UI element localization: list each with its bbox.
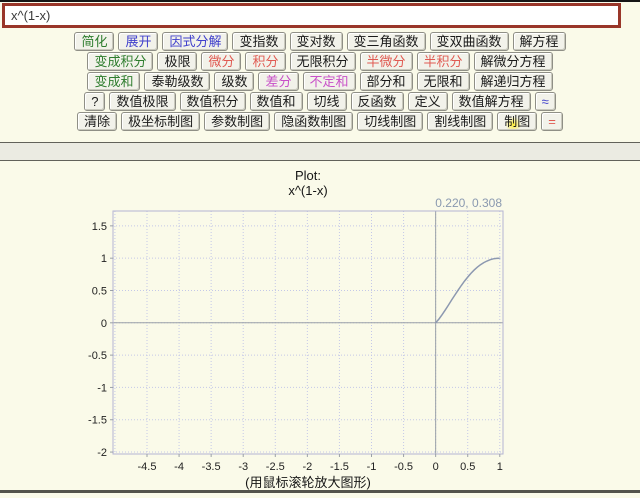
separator-bar	[0, 142, 640, 161]
tangent-plot-button[interactable]: 切线制图	[357, 112, 424, 132]
y-tick-label: 1.5	[92, 221, 107, 233]
inverse-function-button[interactable]: 反函数	[350, 92, 404, 112]
bottom-border	[0, 490, 640, 493]
x-tick-label: -3	[238, 461, 248, 473]
convert-to-integral-button[interactable]: 变成积分	[87, 52, 154, 72]
plot-subtitle: x^(1-x)	[288, 183, 328, 198]
toolbar-row: 变成和 泰勒级数 级数 差分 不定和 部分和 无限和 解递归方程	[0, 72, 640, 92]
toolbar-row: 变成积分 极限 微分 积分 无限积分 半微分 半积分 解微分方程	[0, 52, 640, 72]
x-tick-label: -2	[302, 461, 312, 473]
solve-differential-equation-button[interactable]: 解微分方程	[473, 52, 553, 72]
simplify-button[interactable]: 简化	[74, 32, 115, 52]
semi-integrate-button[interactable]: 半积分	[416, 52, 470, 72]
plot-button[interactable]: 制图	[497, 112, 538, 132]
parametric-plot-button[interactable]: 参数制图	[204, 112, 271, 132]
taylor-series-button[interactable]: 泰勒级数	[144, 72, 211, 92]
change-hyperbolic-button[interactable]: 变双曲函数	[429, 32, 509, 52]
definition-button[interactable]: 定义	[407, 92, 448, 112]
x-tick-label: -1	[367, 461, 377, 473]
y-tick-label: 1	[101, 253, 107, 265]
numeric-integral-button[interactable]: 数值积分	[179, 92, 246, 112]
plot-title: Plot:	[294, 168, 321, 183]
zoom-hint: (用鼠标滚轮放大图形)	[245, 475, 371, 490]
plot-frame	[112, 210, 504, 455]
function-curve	[435, 257, 500, 324]
x-tick-label: -1.5	[330, 461, 349, 473]
approximate-button[interactable]: ≈	[534, 92, 556, 112]
x-tick-label: 0.5	[460, 461, 475, 473]
cursor-coordinates: 0.220, 0.308	[435, 196, 502, 210]
polar-plot-button[interactable]: 极坐标制图	[121, 112, 201, 132]
partial-sum-button[interactable]: 部分和	[359, 72, 413, 92]
difference-button[interactable]: 差分	[258, 72, 299, 92]
y-tick-label: -1	[97, 382, 107, 394]
convert-to-sum-button[interactable]: 变成和	[87, 72, 141, 92]
y-tick-label: -1.5	[88, 415, 107, 427]
help-button[interactable]: ?	[84, 92, 106, 112]
solve-recurrence-button[interactable]: 解递归方程	[473, 72, 553, 92]
factor-button[interactable]: 因式分解	[162, 32, 229, 52]
clear-button[interactable]: 清除	[77, 112, 118, 132]
toolbar-row: 清除 极坐标制图 参数制图 隐函数制图 切线制图 割线制图 制图 =	[0, 112, 640, 132]
numeric-sum-button[interactable]: 数值和	[249, 92, 303, 112]
toolbar-row: ? 数值极限 数值积分 数值和 切线 反函数 定义 数值解方程 ≈	[0, 92, 640, 112]
x-tick-label: 0	[433, 461, 439, 473]
plot-canvas[interactable]: -4.5 -4 -3.5 -3 -2.5 -2 -1.5 -1 -0.5 0 0.5 1 1.5 1 0.5…	[70, 205, 510, 475]
x-tick-label: 1	[497, 461, 503, 473]
y-tick-label: 0.5	[92, 285, 107, 297]
numeric-solve-equation-button[interactable]: 数值解方程	[451, 92, 531, 112]
toolbar: 简化 展开 因式分解 变指数 变对数 变三角函数 变双曲函数 解方程 变成积分 极限 微分 积分 无限积…	[0, 32, 640, 132]
change-trig-button[interactable]: 变三角函数	[346, 32, 426, 52]
implicit-plot-button[interactable]: 隐函数制图	[274, 112, 354, 132]
equals-button[interactable]: =	[541, 112, 563, 132]
differentiate-button[interactable]: 微分	[201, 52, 242, 72]
numeric-limit-button[interactable]: 数值极限	[109, 92, 176, 112]
secant-plot-button[interactable]: 割线制图	[427, 112, 494, 132]
expression-input[interactable]	[2, 3, 621, 28]
limit-button[interactable]: 极限	[157, 52, 198, 72]
x-tick-label: -4.5	[138, 461, 157, 473]
y-tick-label: -0.5	[88, 350, 107, 362]
x-tick-label: -0.5	[394, 461, 413, 473]
tangent-button[interactable]: 切线	[306, 92, 347, 112]
top-border	[0, 0, 640, 2]
change-exponents-button[interactable]: 变指数	[232, 32, 286, 52]
infinite-integral-button[interactable]: 无限积分	[289, 52, 356, 72]
change-logarithms-button[interactable]: 变对数	[289, 32, 343, 52]
x-tick-label: -2.5	[266, 461, 285, 473]
solve-equation-button[interactable]: 解方程	[512, 32, 566, 52]
expand-button[interactable]: 展开	[118, 32, 159, 52]
series-button[interactable]: 级数	[214, 72, 255, 92]
semi-differentiate-button[interactable]: 半微分	[359, 52, 413, 72]
y-tick-label: -2	[97, 447, 107, 459]
indefinite-sum-button[interactable]: 不定和	[302, 72, 356, 92]
x-tick-label: -4	[174, 461, 184, 473]
integrate-button[interactable]: 积分	[245, 52, 286, 72]
toolbar-row: 简化 展开 因式分解 变指数 变对数 变三角函数 变双曲函数 解方程	[0, 32, 640, 52]
plot-section: Plot: x^(1-x) 0.220, 0.308 -4.5 -4 -3.5 -3-…	[0, 165, 640, 490]
x-tick-label: -3.5	[202, 461, 221, 473]
y-tick-label: 0	[101, 318, 107, 330]
infinite-sum-button[interactable]: 无限和	[416, 72, 470, 92]
